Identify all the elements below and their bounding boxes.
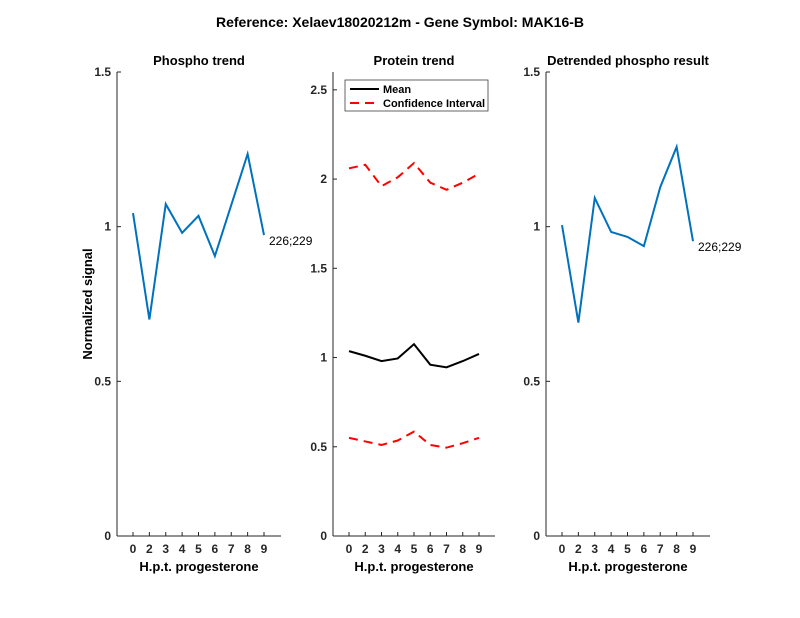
series-end-label: 226;229 <box>698 240 742 254</box>
x-tick-label: 0 <box>130 542 137 556</box>
x-tick-label: 9 <box>476 542 483 556</box>
y-tick-label: 0 <box>104 529 111 543</box>
y-tick-label: 1.5 <box>523 65 540 79</box>
x-tick-label: 3 <box>378 542 385 556</box>
series-line-3 <box>348 430 480 449</box>
series-line-1 <box>132 150 265 320</box>
x-tick-label: 6 <box>212 542 219 556</box>
series-line-2 <box>348 161 480 191</box>
x-axis-label: H.p.t. progesterone <box>354 559 473 574</box>
y-tick-label: 0.5 <box>523 374 540 388</box>
y-tick-label: 1 <box>104 220 111 234</box>
series-line-1 <box>561 143 694 323</box>
x-tick-label: 2 <box>146 542 153 556</box>
x-tick-label: 7 <box>443 542 450 556</box>
x-tick-label: 0 <box>559 542 566 556</box>
series-end-label: 226;229 <box>269 234 313 248</box>
x-tick-label: 7 <box>228 542 235 556</box>
panel-title: Protein trend <box>374 53 455 68</box>
x-tick-label: 5 <box>624 542 631 556</box>
x-tick-label: 9 <box>690 542 697 556</box>
x-axis-label: H.p.t. progesterone <box>568 559 687 574</box>
x-tick-label: 0 <box>346 542 353 556</box>
y-tick-label: 0.5 <box>94 374 111 388</box>
y-axis-label: Normalized signal <box>80 248 95 359</box>
legend-label-mean: Mean <box>383 84 411 96</box>
x-tick-label: 7 <box>657 542 664 556</box>
x-tick-label: 9 <box>261 542 268 556</box>
series-line-1 <box>348 342 480 369</box>
legend-label-ci: Confidence Interval <box>383 98 485 110</box>
y-tick-label: 1.5 <box>94 65 111 79</box>
x-axis-label: H.p.t. progesterone <box>139 559 258 574</box>
legend: Mean Confidence Interval <box>344 79 489 112</box>
x-tick-label: 3 <box>591 542 598 556</box>
x-tick-label: 4 <box>394 542 401 556</box>
y-tick-label: 2 <box>320 172 327 186</box>
figure-title: Reference: Xelaev18020212m - Gene Symbol… <box>216 14 584 30</box>
y-tick-label: 1 <box>320 351 327 365</box>
x-tick-label: 8 <box>673 542 680 556</box>
y-tick-label: 0.5 <box>310 440 327 454</box>
panel-title: Detrended phospho result <box>547 53 709 68</box>
x-tick-label: 5 <box>195 542 202 556</box>
y-tick-label: 0 <box>320 529 327 543</box>
y-tick-label: 1 <box>533 220 540 234</box>
legend-box <box>344 79 489 112</box>
x-tick-label: 6 <box>641 542 648 556</box>
x-tick-label: 2 <box>575 542 582 556</box>
y-tick-label: 0 <box>533 529 540 543</box>
x-tick-label: 4 <box>608 542 615 556</box>
y-tick-label: 1.5 <box>310 261 327 275</box>
x-tick-label: 2 <box>362 542 369 556</box>
x-tick-label: 5 <box>411 542 418 556</box>
x-tick-label: 3 <box>162 542 169 556</box>
x-tick-label: 4 <box>179 542 186 556</box>
x-tick-label: 8 <box>459 542 466 556</box>
x-tick-label: 8 <box>244 542 251 556</box>
panel-title: Phospho trend <box>153 53 245 68</box>
x-tick-label: 6 <box>427 542 434 556</box>
y-tick-label: 2.5 <box>310 83 327 97</box>
